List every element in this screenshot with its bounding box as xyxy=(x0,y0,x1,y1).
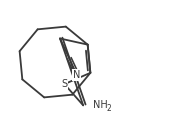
Text: NH: NH xyxy=(93,100,108,110)
Text: N: N xyxy=(73,70,81,80)
Text: 2: 2 xyxy=(106,104,111,113)
Text: S: S xyxy=(61,79,67,89)
